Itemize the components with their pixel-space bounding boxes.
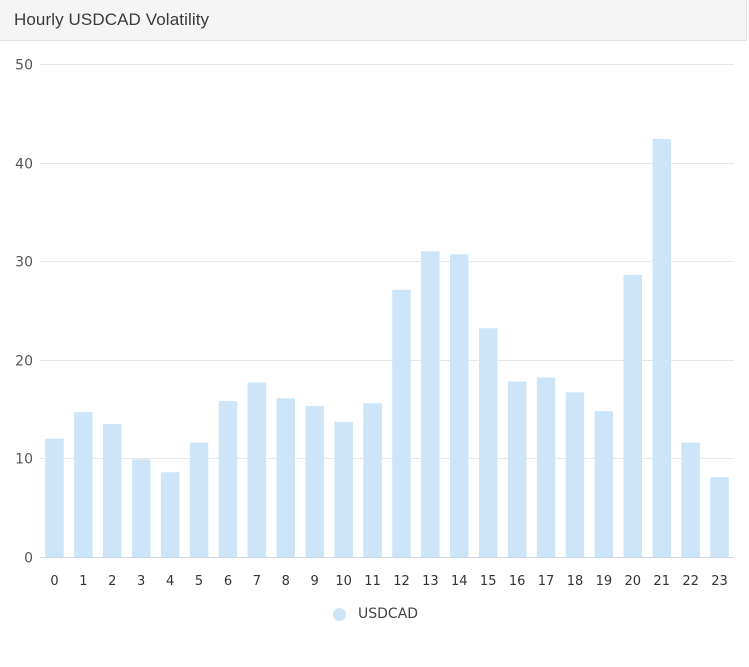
x-tick-label: 12 (393, 574, 410, 589)
x-tick-label: 7 (253, 574, 261, 589)
bar[interactable] (45, 438, 64, 557)
x-tick-label: 16 (509, 574, 526, 589)
legend[interactable]: USDCAD (333, 606, 418, 622)
chart-title: Hourly USDCAD Volatility (14, 10, 210, 29)
legend-label-usdcad[interactable]: USDCAD (358, 606, 419, 622)
x-tick-label: 22 (682, 574, 699, 589)
x-tick-label: 23 (711, 574, 728, 589)
bar[interactable] (507, 381, 527, 558)
bar-series-usdcad (45, 138, 729, 558)
y-tick-label: 0 (24, 551, 33, 567)
x-tick-label: 3 (137, 574, 145, 589)
y-tick-label: 30 (15, 255, 33, 271)
x-tick-label: 15 (480, 574, 497, 589)
x-tick-label: 18 (567, 574, 584, 589)
bar[interactable] (681, 442, 700, 557)
bar[interactable] (710, 477, 729, 557)
y-tick-label: 40 (15, 157, 33, 173)
x-tick-label: 10 (335, 574, 352, 589)
bar[interactable] (160, 472, 180, 557)
x-tick-label: 0 (50, 574, 58, 589)
bar[interactable] (363, 403, 382, 557)
panel-header: Hourly USDCAD Volatility (0, 0, 747, 41)
bar[interactable] (132, 459, 151, 557)
bar[interactable] (536, 377, 556, 558)
y-tick-label: 50 (15, 58, 33, 74)
bar[interactable] (392, 289, 411, 557)
x-tick-label: 11 (364, 574, 381, 589)
bar[interactable] (218, 401, 238, 557)
bar[interactable] (565, 392, 585, 557)
bar[interactable] (103, 423, 122, 557)
x-tick-label: 21 (653, 574, 670, 589)
bar[interactable] (450, 254, 469, 558)
x-tick-label: 19 (596, 574, 613, 589)
bar[interactable] (189, 442, 209, 557)
x-tick-label: 8 (282, 574, 290, 589)
x-tick-label: 6 (224, 574, 232, 589)
bar[interactable] (479, 328, 498, 557)
x-tick-label: 9 (311, 574, 319, 589)
bar[interactable] (74, 412, 93, 557)
bar[interactable] (305, 406, 325, 557)
grid-lines (40, 64, 734, 459)
bar[interactable] (276, 398, 296, 557)
y-tick-label: 20 (15, 354, 33, 370)
y-tick-label: 10 (15, 452, 33, 468)
bar[interactable] (421, 251, 440, 558)
bar[interactable] (652, 138, 672, 557)
x-tick-label: 20 (625, 574, 642, 589)
legend-marker-icon (333, 607, 346, 621)
x-tick-label: 4 (166, 574, 174, 589)
x-axis: 0 1 2 3 4 5 6 7 8 9 10 11 12 13 14 15 16 17 18 19 20 21 22 23 (40, 557, 734, 589)
bar[interactable] (334, 421, 353, 557)
bar[interactable] (594, 411, 614, 557)
y-axis: 0 10 20 30 40 50 (15, 58, 33, 567)
x-tick-label: 1 (79, 574, 87, 589)
x-tick-label: 14 (451, 574, 468, 589)
x-tick-label: 13 (422, 574, 439, 589)
bar[interactable] (247, 382, 267, 558)
x-tick-label: 5 (195, 574, 203, 589)
x-tick-label: 2 (108, 574, 116, 589)
x-tick-label: 17 (538, 574, 555, 589)
bar[interactable] (623, 275, 643, 557)
